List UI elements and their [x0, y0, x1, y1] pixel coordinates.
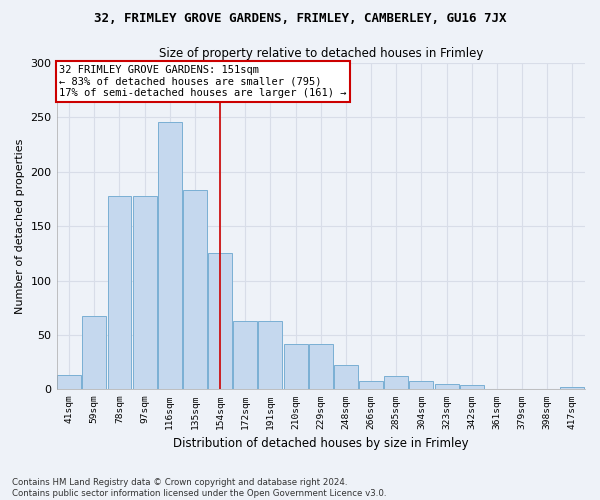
Bar: [309, 344, 333, 390]
Bar: [334, 366, 358, 390]
Bar: [460, 385, 484, 390]
Bar: [107, 196, 131, 390]
Title: Size of property relative to detached houses in Frimley: Size of property relative to detached ho…: [158, 48, 483, 60]
Bar: [183, 190, 207, 390]
Bar: [434, 384, 458, 390]
Bar: [133, 196, 157, 390]
Text: Contains HM Land Registry data © Crown copyright and database right 2024.
Contai: Contains HM Land Registry data © Crown c…: [12, 478, 386, 498]
Bar: [560, 387, 584, 390]
Text: 32, FRIMLEY GROVE GARDENS, FRIMLEY, CAMBERLEY, GU16 7JX: 32, FRIMLEY GROVE GARDENS, FRIMLEY, CAMB…: [94, 12, 506, 26]
Bar: [284, 344, 308, 390]
X-axis label: Distribution of detached houses by size in Frimley: Distribution of detached houses by size …: [173, 437, 469, 450]
Bar: [259, 321, 283, 390]
Bar: [158, 122, 182, 390]
Bar: [208, 254, 232, 390]
Bar: [57, 375, 81, 390]
Y-axis label: Number of detached properties: Number of detached properties: [15, 138, 25, 314]
Bar: [385, 376, 408, 390]
Bar: [233, 321, 257, 390]
Bar: [359, 380, 383, 390]
Text: 32 FRIMLEY GROVE GARDENS: 151sqm
← 83% of detached houses are smaller (795)
17% : 32 FRIMLEY GROVE GARDENS: 151sqm ← 83% o…: [59, 64, 347, 98]
Bar: [82, 316, 106, 390]
Bar: [409, 380, 433, 390]
